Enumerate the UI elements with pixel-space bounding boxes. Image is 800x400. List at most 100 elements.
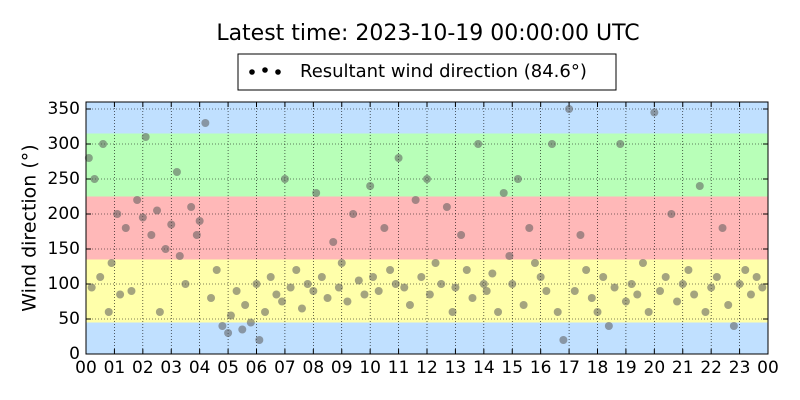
point (735, 280, 744, 288)
legend-label: Resultant wind direction (84.6°) (300, 61, 587, 82)
point (317, 273, 326, 281)
x-tick-label: 12 (416, 358, 438, 378)
point (411, 196, 420, 204)
point (678, 280, 687, 288)
plot-frame (85, 101, 769, 355)
point (161, 245, 170, 253)
x-tick-label: 00 (757, 358, 779, 378)
point (113, 210, 122, 218)
point (673, 297, 682, 306)
point (724, 301, 733, 309)
point (116, 290, 125, 299)
point (707, 283, 716, 292)
x-tick-label: 05 (217, 358, 239, 378)
point (656, 287, 665, 295)
point (226, 311, 235, 320)
point (107, 259, 116, 267)
point (482, 287, 491, 295)
point (638, 259, 647, 267)
point (99, 140, 108, 148)
x-tick-label: 02 (132, 358, 154, 378)
point (138, 213, 147, 222)
y-tick-label: 300 (48, 134, 80, 154)
point (525, 224, 534, 232)
point (133, 196, 142, 204)
point (570, 287, 579, 295)
point (423, 175, 431, 183)
point (286, 283, 295, 292)
point (553, 308, 562, 316)
point (752, 273, 761, 281)
point (437, 280, 446, 288)
point (141, 133, 150, 141)
x-tick-label: 19 (615, 358, 637, 378)
point (343, 297, 352, 306)
point (309, 287, 318, 295)
point (442, 203, 451, 211)
legend-marker (249, 69, 255, 75)
point (417, 273, 426, 281)
point (337, 259, 346, 267)
point (121, 224, 130, 232)
y-tick-label: 100 (48, 274, 80, 294)
point (712, 273, 721, 281)
point (758, 283, 767, 292)
point (488, 269, 497, 278)
point (494, 308, 503, 316)
point (369, 273, 378, 281)
point (610, 283, 619, 292)
point (394, 154, 403, 162)
legend-box (237, 53, 617, 91)
point (207, 294, 216, 302)
point (616, 140, 625, 148)
point (329, 238, 338, 246)
y-tick-label: 150 (48, 239, 80, 259)
point (87, 283, 96, 292)
point (667, 210, 676, 218)
point (391, 280, 400, 288)
point (400, 283, 409, 292)
x-tick-label: 16 (530, 358, 552, 378)
point (479, 280, 488, 288)
y-tick-label: 50 (58, 309, 80, 329)
x-tick-label: 11 (388, 358, 410, 378)
y-tick-label: 200 (48, 204, 80, 224)
x-tick-label: 06 (246, 358, 268, 378)
y-tick-label: 350 (48, 99, 80, 119)
point (360, 290, 369, 299)
point (212, 266, 221, 274)
point (252, 280, 261, 288)
point (684, 266, 693, 274)
point (172, 168, 181, 176)
point (187, 203, 196, 211)
point (644, 308, 653, 316)
point (246, 318, 255, 327)
point (621, 297, 630, 306)
point (312, 189, 321, 197)
x-tick-label: 23 (729, 358, 751, 378)
point (238, 325, 247, 334)
point (457, 231, 466, 239)
point (741, 266, 750, 274)
point (366, 182, 375, 190)
point (386, 266, 395, 274)
point (261, 308, 270, 316)
x-tick-label: 03 (160, 358, 182, 378)
point (690, 290, 699, 299)
point (565, 105, 574, 113)
point (354, 276, 363, 285)
point (462, 266, 471, 274)
x-tick-label: 00 (75, 358, 97, 378)
point (90, 175, 99, 183)
point (508, 280, 517, 288)
point (292, 266, 301, 274)
point (181, 280, 190, 288)
point (349, 210, 358, 218)
point (593, 308, 602, 316)
legend-marker (262, 67, 268, 73)
x-tick-label: 08 (303, 358, 325, 378)
y-tick-label: 0 (69, 344, 80, 364)
point (266, 273, 275, 281)
x-tick-label: 20 (644, 358, 666, 378)
x-tick-label: 17 (558, 358, 580, 378)
